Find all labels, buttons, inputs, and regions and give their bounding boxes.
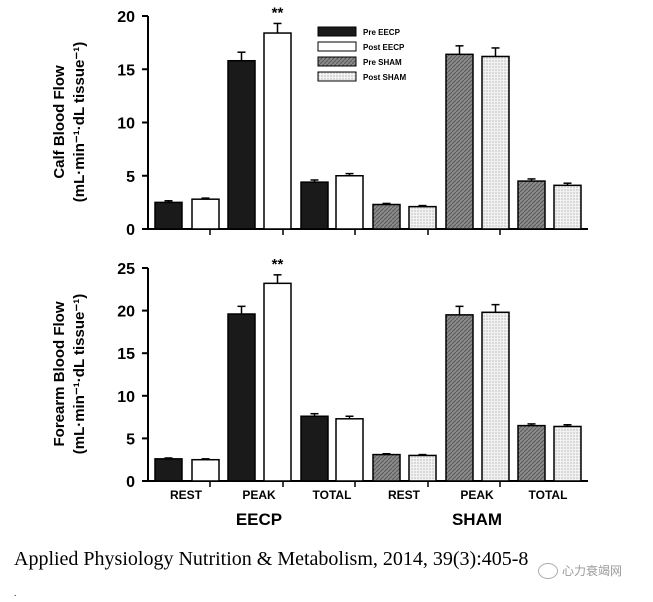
bar-post-eecp-total bbox=[335, 175, 364, 230]
y-axis-label-line1: Calf Blood Flow bbox=[51, 65, 68, 179]
x-tick-label-total: TOTAL bbox=[313, 488, 352, 502]
bar-pre-eecp-peak bbox=[227, 313, 256, 482]
bar-post-eecp-rest bbox=[191, 458, 220, 482]
bar-post-eecp-peak bbox=[263, 32, 292, 230]
legend-label-pre-eecp: Pre EECP bbox=[363, 28, 401, 37]
group-label-eecp: EECP bbox=[236, 510, 282, 529]
x-tick-label-rest: REST bbox=[170, 488, 203, 502]
bar-pre-sham-rest bbox=[372, 453, 401, 482]
legend-swatch-pre-eecp bbox=[317, 26, 357, 37]
watermark: 心力衰竭网 bbox=[538, 562, 622, 579]
group-label-sham: SHAM bbox=[452, 510, 502, 529]
y-tick-label: 5 bbox=[126, 431, 135, 448]
bar-pre-eecp-total bbox=[300, 181, 329, 230]
bar-pre-eecp-rest bbox=[154, 458, 183, 482]
calf-blood-flow-panel: 0 5 10 15 20 Calf Blood Flow (mL·min⁻¹·dL tiss… bbox=[51, 4, 588, 239]
y-axis-label-line2: (mL·min⁻¹·dL tissue⁻¹) bbox=[71, 294, 88, 455]
bar-post-sham-total bbox=[553, 425, 582, 482]
y-tick-label: 0 bbox=[126, 222, 135, 239]
bar-post-sham-peak bbox=[481, 311, 510, 482]
legend-swatch-pre-sham bbox=[317, 56, 357, 67]
bar-pre-sham-rest bbox=[372, 203, 401, 230]
x-tick-label-peak: PEAK bbox=[460, 488, 494, 502]
y-axis-label-line2: (mL·min⁻¹·dL tissue⁻¹) bbox=[71, 42, 88, 203]
citation: Applied Physiology Nutrition & Metabolis… bbox=[14, 548, 529, 570]
y-tick-label: 0 bbox=[126, 474, 135, 491]
citation-tail: . bbox=[14, 588, 17, 598]
bar-pre-eecp-peak bbox=[227, 59, 256, 230]
x-tick-label-total: TOTAL bbox=[529, 488, 568, 502]
y-axis-label-line1: Forearm Blood Flow bbox=[51, 301, 68, 446]
bar-post-sham-rest bbox=[408, 454, 437, 482]
y-tick-label: 20 bbox=[117, 9, 135, 26]
bar-pre-sham-total bbox=[517, 424, 546, 482]
bar-pre-sham-peak bbox=[445, 314, 474, 482]
bar-post-eecp-peak bbox=[263, 282, 292, 482]
bar-post-sham-rest bbox=[408, 205, 437, 230]
x-tick-label-peak: PEAK bbox=[242, 488, 276, 502]
y-tick-label: 25 bbox=[117, 261, 135, 278]
legend-label-post-sham: Post SHAM bbox=[363, 73, 406, 82]
y-axis-label: Forearm Blood Flow (mL·min⁻¹·dL tissue⁻¹) bbox=[51, 294, 88, 455]
bar-post-eecp-rest bbox=[191, 198, 220, 230]
bar-pre-sham-total bbox=[517, 180, 546, 230]
significance-marker: ** bbox=[272, 256, 284, 273]
y-axis-label: Calf Blood Flow (mL·min⁻¹·dL tissue⁻¹) bbox=[51, 42, 88, 203]
y-tick-label: 20 bbox=[117, 304, 135, 321]
y-tick-label: 15 bbox=[117, 346, 135, 363]
watermark-logo-icon bbox=[538, 562, 558, 579]
legend-label-post-eecp: Post EECP bbox=[363, 43, 405, 52]
bar-pre-sham-peak bbox=[445, 53, 474, 230]
y-tick-label: 10 bbox=[117, 116, 135, 133]
x-tick-label-rest: REST bbox=[388, 488, 421, 502]
forearm-blood-flow-panel: 0 5 10 15 20 25 Forearm Blood Flow (mL·min⁻¹·dL… bbox=[51, 256, 588, 529]
significance-marker: ** bbox=[272, 4, 284, 21]
legend-swatch-post-sham bbox=[317, 71, 357, 82]
bar-pre-eecp-rest bbox=[154, 201, 183, 230]
bar-post-sham-total bbox=[553, 184, 582, 230]
legend-swatch-post-eecp bbox=[317, 41, 357, 52]
bar-post-sham-peak bbox=[481, 55, 510, 230]
bar-pre-eecp-total bbox=[300, 415, 329, 482]
legend-label-pre-sham: Pre SHAM bbox=[363, 58, 402, 67]
bar-post-eecp-total bbox=[335, 418, 364, 482]
y-tick-label: 5 bbox=[126, 169, 135, 186]
watermark-text: 心力衰竭网 bbox=[562, 564, 623, 578]
y-tick-label: 10 bbox=[117, 389, 135, 406]
y-tick-label: 15 bbox=[117, 62, 135, 79]
